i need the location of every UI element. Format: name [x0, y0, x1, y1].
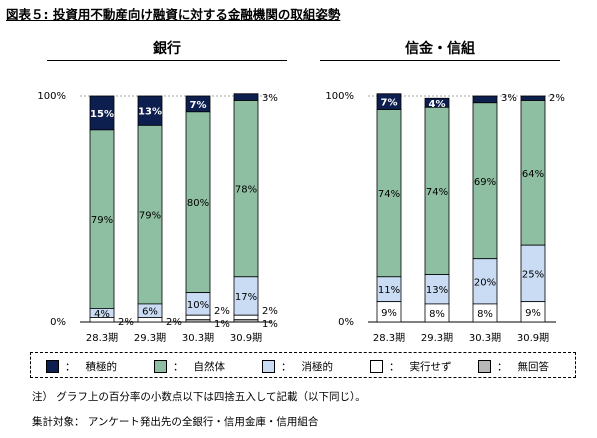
- legend: ： 積極的 ： 自然体 ： 消極的 ： 実行せず ： 無回答: [30, 352, 576, 378]
- x-tick-label: 28.3期: [373, 332, 405, 344]
- panel-title-rule-banks: [47, 60, 287, 61]
- legend-item-passive: ： 消極的: [262, 358, 333, 374]
- data-label: 2%: [118, 317, 134, 328]
- legend-swatch-passive: [262, 359, 275, 373]
- data-label: 3%: [501, 93, 517, 104]
- data-label: 64%: [522, 169, 544, 180]
- data-label: 2%: [214, 306, 230, 317]
- data-label: 20%: [474, 277, 496, 288]
- bar-segment: [233, 276, 259, 316]
- y-tick-label-0: 0%: [338, 317, 354, 328]
- legend-swatch-neutral: [154, 359, 167, 373]
- bar-segment: [376, 109, 402, 278]
- footnote-rounding: 注） グラフ上の百分率の小数点以下は四捨五入して記載（以下同じ）。: [32, 391, 366, 403]
- y-tick-label-0: 0%: [50, 317, 66, 328]
- data-label: 6%: [142, 307, 158, 318]
- legend-separator: ：: [497, 360, 508, 373]
- bar-segment: [520, 301, 546, 323]
- bar-segment: [376, 301, 402, 323]
- data-label: 78%: [235, 185, 257, 196]
- y-tick-label-100: 100%: [325, 91, 354, 102]
- bar-segment: [185, 319, 211, 323]
- data-label: 17%: [235, 292, 257, 303]
- bar-segment: [233, 319, 259, 323]
- legend-swatch-no-answer: [478, 359, 491, 373]
- data-label: 74%: [426, 187, 448, 198]
- legend-item-not-executed: ： 実行せず: [370, 358, 452, 374]
- legend-separator: ：: [281, 360, 292, 373]
- x-tick-label: 30.9期: [230, 332, 262, 344]
- bar-segment: [89, 95, 115, 131]
- data-label: 1%: [214, 319, 230, 330]
- data-label: 8%: [429, 309, 445, 320]
- bar-segment: [185, 111, 211, 294]
- data-label: 4%: [429, 99, 446, 110]
- data-label: 9%: [525, 308, 541, 319]
- bar-segment: [520, 100, 546, 246]
- bar-segment: [89, 129, 115, 309]
- bar-segment: [520, 244, 546, 303]
- data-label: 4%: [94, 309, 110, 320]
- bar-segment: [137, 124, 163, 305]
- data-label: 7%: [190, 100, 207, 111]
- bar-segment: [185, 314, 211, 321]
- data-label: 11%: [378, 285, 400, 296]
- x-tick-label: 30.3期: [469, 332, 501, 344]
- x-tick-label: 29.3期: [421, 332, 453, 344]
- data-label: 1%: [262, 319, 278, 330]
- legend-label-passive: 消極的: [301, 360, 334, 373]
- bar-segment: [89, 317, 115, 323]
- legend-swatch-not-executed: [370, 359, 383, 373]
- data-label: 10%: [187, 300, 209, 311]
- legend-label-neutral: 自然体: [193, 360, 226, 373]
- x-tick-label: 30.9期: [517, 332, 549, 344]
- data-label: 8%: [477, 309, 493, 320]
- footnote-scope: 集計対象： アンケート発出先の全銀行・信用金庫・信用組合: [32, 416, 319, 428]
- bar-segment: [233, 314, 259, 321]
- bar-segment: [137, 317, 163, 323]
- legend-separator: ：: [389, 360, 400, 373]
- panel-title-rule-shinkin: [320, 60, 560, 61]
- data-label: 74%: [378, 189, 400, 200]
- bar-segment: [472, 258, 498, 305]
- data-label: 7%: [381, 98, 398, 109]
- data-label: 25%: [522, 269, 544, 280]
- data-label: 15%: [90, 109, 114, 120]
- bar-segment: [472, 303, 498, 323]
- panel-title-banks: 銀行: [153, 41, 181, 57]
- legend-item-neutral: ： 自然体: [154, 358, 225, 374]
- x-tick-label: 29.3期: [134, 332, 166, 344]
- x-tick-label: 30.3期: [182, 332, 214, 344]
- legend-label-active: 積極的: [85, 360, 118, 373]
- data-label: 13%: [138, 107, 162, 118]
- data-label: 2%: [166, 317, 182, 328]
- data-label: 2%: [549, 93, 565, 104]
- bar-segment: [137, 95, 163, 126]
- panel-title-shinkin: 信金・信組: [405, 41, 475, 57]
- legend-label-not-executed: 実行せず: [409, 360, 452, 373]
- legend-swatch-active: [46, 359, 59, 373]
- legend-separator: ：: [173, 360, 184, 373]
- data-label: 13%: [426, 285, 448, 296]
- legend-item-no-answer: ： 無回答: [478, 358, 549, 374]
- data-label: 79%: [139, 211, 161, 222]
- data-label: 2%: [262, 306, 278, 317]
- data-label: 69%: [474, 177, 496, 188]
- legend-item-active: ： 積極的: [46, 358, 117, 374]
- data-label: 80%: [187, 198, 209, 209]
- x-tick-label: 28.3期: [86, 332, 118, 344]
- bar-segment: [520, 95, 546, 101]
- figure-title: 図表５: 投資用不動産向け融資に対する金融機関の取組姿勢: [6, 7, 341, 22]
- bar-segment: [472, 95, 498, 104]
- data-label: 3%: [262, 93, 278, 104]
- bar-segment: [424, 303, 450, 323]
- data-label: 79%: [91, 215, 113, 226]
- stacked-bar-charts: 100%0%15%79%4%2%28.3期13%79%6%2%29.3期7%80…: [37, 91, 565, 344]
- y-tick-label-100: 100%: [37, 91, 66, 102]
- bar-segment: [376, 276, 402, 303]
- bar-segment: [233, 93, 259, 101]
- legend-label-no-answer: 無回答: [517, 360, 550, 373]
- data-label: 9%: [381, 308, 397, 319]
- legend-separator: ：: [65, 360, 76, 373]
